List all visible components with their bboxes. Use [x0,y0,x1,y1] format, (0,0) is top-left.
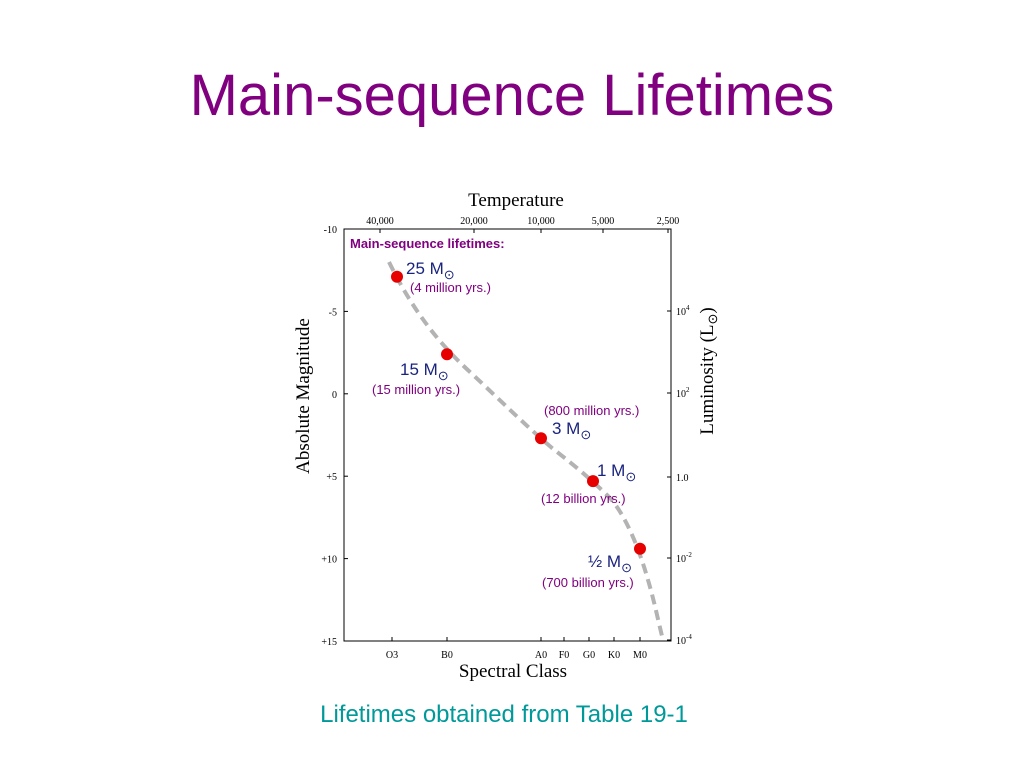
bottom-tick-label: F0 [559,650,570,661]
mass-label: 3 M⊙ [552,419,591,442]
left-axis-title: Absolute Magnitude [293,318,314,474]
chart-title: Main-sequence lifetimes: [350,236,505,251]
top-tick-label: 2,500 [657,216,680,227]
data-point [391,270,403,283]
left-tick-label: +15 [321,637,337,648]
bottom-tick-label: M0 [633,650,647,661]
top-tick-label: 10,000 [527,216,555,227]
bottom-tick-label: G0 [583,650,595,661]
data-point [587,475,599,488]
bottom-axis-title: Spectral Class [459,661,567,682]
solar-symbol-icon: ⊙ [705,314,720,325]
lifetime-label: (800 million yrs.) [544,403,639,418]
right-tick-label: 10-4 [676,633,692,647]
lifetime-label: (4 million yrs.) [410,280,491,295]
data-point [441,348,453,361]
data-point [634,542,646,555]
left-tick-label: +5 [326,472,337,483]
right-axis-title: Luminosity (L⊙) [697,307,720,435]
mass-label: 1 M⊙ [597,461,636,484]
top-axis-title: Temperature [468,190,564,211]
bottom-tick-label: K0 [608,650,620,661]
slide-caption: Lifetimes obtained from Table 19-1 [320,701,688,728]
mass-label: 15 M⊙ [400,360,449,383]
right-tick-label: 1.0 [676,473,689,484]
top-tick-label: 5,000 [592,216,615,227]
right-tick-label: 102 [676,386,690,400]
lifetime-label: (15 million yrs.) [372,382,460,397]
mass-label: 25 M⊙ [406,259,455,282]
lifetime-label: (700 billion yrs.) [542,575,634,590]
left-tick-label: +10 [321,555,337,566]
top-tick-label: 40,000 [366,216,394,227]
bottom-tick-label: O3 [386,650,398,661]
main-sequence-curve [387,261,664,637]
left-tick-label: -10 [324,225,337,236]
slide-title: Main-sequence Lifetimes [189,63,835,128]
mass-label: ½ M⊙ [588,552,632,575]
left-tick-label: 0 [332,390,337,401]
data-point [535,432,547,445]
bottom-tick-label: B0 [441,650,453,661]
bottom-tick-label: A0 [535,650,547,661]
plot-frame [343,228,672,642]
lifetime-label: (12 billion yrs.) [541,491,626,506]
top-tick-label: 20,000 [460,216,488,227]
right-tick-label: 104 [676,304,690,318]
right-tick-label: 10-2 [676,551,692,565]
left-tick-label: -5 [329,307,337,318]
